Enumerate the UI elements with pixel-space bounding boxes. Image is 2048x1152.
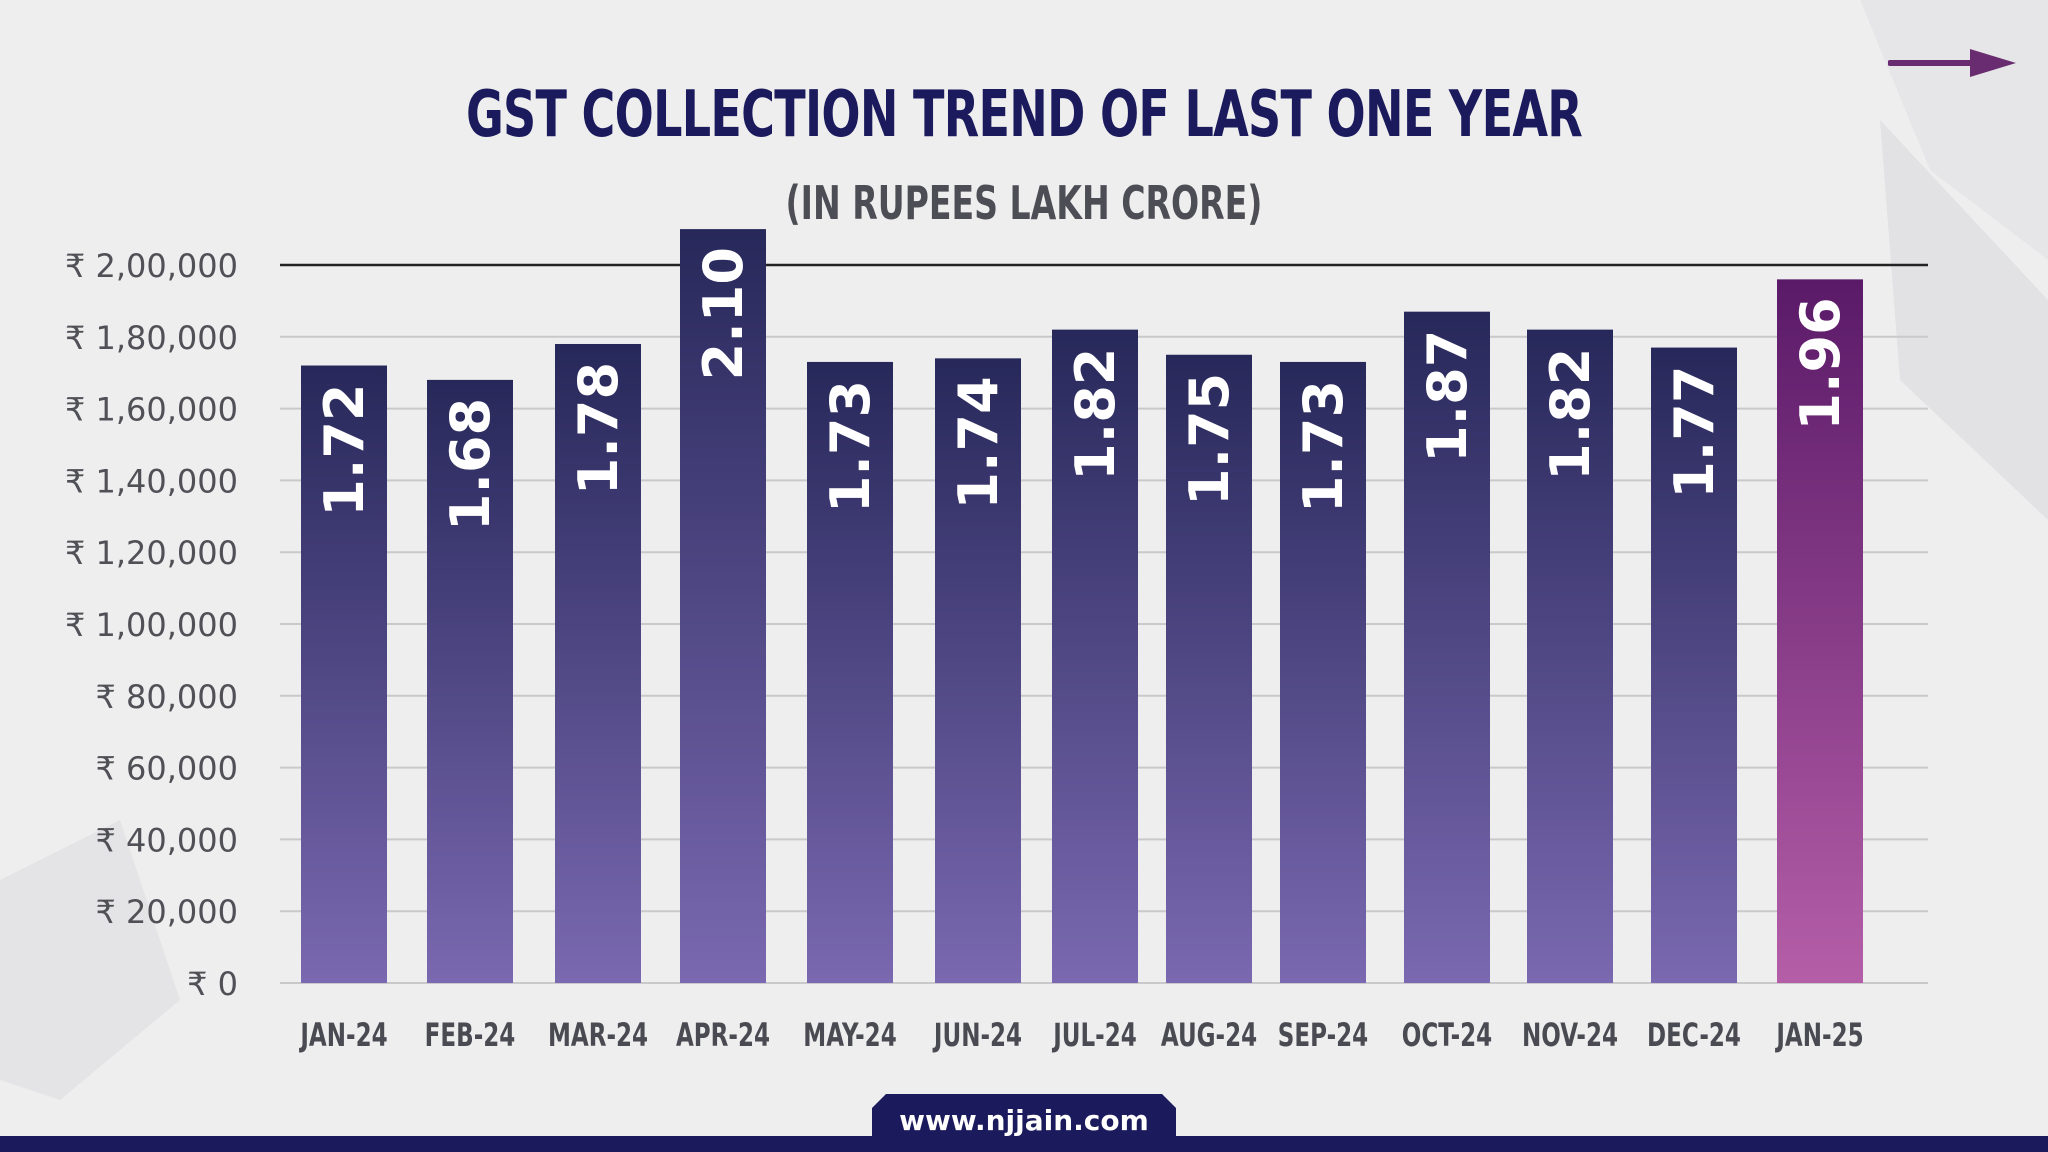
x-tick-label: JUL-24: [1052, 1016, 1137, 1054]
bar: [935, 358, 1021, 984]
website-link[interactable]: www.njjain.com: [899, 1104, 1149, 1137]
bar: [301, 365, 387, 983]
bar: [555, 343, 641, 984]
data-labels: 1.72 1.68 1.78 2.10 1.73 1.74 1.82 1.75 1.73 1.87…: [313, 247, 1852, 531]
arrow-right-icon: [1888, 49, 2016, 77]
bar-data-label: 1.87: [1416, 330, 1479, 463]
bar: [680, 229, 766, 984]
bar: [1527, 329, 1613, 983]
y-tick-label: ₹ 0: [187, 965, 238, 1003]
bar-data-label: 1.73: [1292, 380, 1355, 513]
bar: [807, 361, 893, 983]
bar-data-label: 1.77: [1663, 366, 1726, 499]
bar-data-label: 1.74: [947, 376, 1010, 509]
bar-data-label: 1.73: [819, 380, 882, 513]
x-tick-label: SEP-24: [1278, 1016, 1368, 1054]
x-tick-label: FEB-24: [425, 1016, 516, 1054]
y-tick-label: ₹ 1,00,000: [65, 606, 238, 644]
bar-data-label: 1.78: [567, 362, 630, 495]
x-tick-label: AUG-24: [1161, 1016, 1257, 1054]
bar: [1404, 311, 1490, 983]
chart-title: GST COLLECTION TREND OF LAST ONE YEAR: [465, 78, 1583, 152]
y-tick-label: ₹ 20,000: [96, 893, 239, 931]
y-tick-label: ₹ 1,40,000: [65, 462, 238, 500]
y-tick-label: ₹ 1,80,000: [65, 319, 238, 357]
y-tick-label: ₹ 1,60,000: [65, 391, 238, 429]
x-tick-label: MAR-24: [548, 1016, 648, 1054]
y-axis-ticks: ₹ 0 ₹ 20,000 ₹ 40,000 ₹ 60,000 ₹ 80,000 ₹ 1,0…: [65, 247, 238, 1003]
bar-data-label: 2.10: [692, 247, 755, 380]
bar-data-label: 1.75: [1178, 373, 1241, 506]
x-tick-label: NOV-24: [1522, 1016, 1618, 1054]
x-tick-label: DEC-24: [1647, 1016, 1741, 1054]
footer-bar: [0, 1136, 2048, 1152]
bar: [1651, 347, 1737, 983]
bar-data-label: 1.68: [439, 398, 502, 531]
x-tick-label: JUN-24: [932, 1016, 1022, 1054]
bars: [301, 229, 1863, 984]
y-tick-label: ₹ 40,000: [96, 821, 239, 859]
x-tick-label: MAY-24: [803, 1016, 896, 1054]
y-tick-label: ₹ 1,20,000: [65, 534, 238, 572]
bar: [1777, 279, 1863, 983]
x-tick-label: JAN-25: [1775, 1016, 1864, 1054]
bar: [1166, 354, 1252, 983]
y-tick-label: ₹ 80,000: [96, 678, 239, 716]
y-tick-label: ₹ 60,000: [96, 750, 239, 788]
bar-data-label: 1.82: [1539, 348, 1602, 481]
bar-data-label: 1.82: [1064, 348, 1127, 481]
x-tick-label: APR-24: [676, 1016, 770, 1054]
chart-subtitle: (IN RUPEES LAKH CRORE): [785, 176, 1263, 230]
bar-data-label: 1.72: [313, 384, 376, 517]
bar: [427, 379, 513, 983]
x-tick-label: OCT-24: [1402, 1016, 1492, 1054]
x-tick-label: JAN-24: [299, 1016, 388, 1054]
y-tick-label: ₹ 2,00,000: [65, 247, 238, 285]
bar: [1280, 361, 1366, 983]
bar-data-label: 1.96: [1789, 297, 1852, 430]
bar: [1052, 329, 1138, 983]
x-axis-ticks: JAN-24 FEB-24 MAR-24 APR-24 MAY-24 JUN-24 JUL-…: [299, 1016, 1864, 1054]
